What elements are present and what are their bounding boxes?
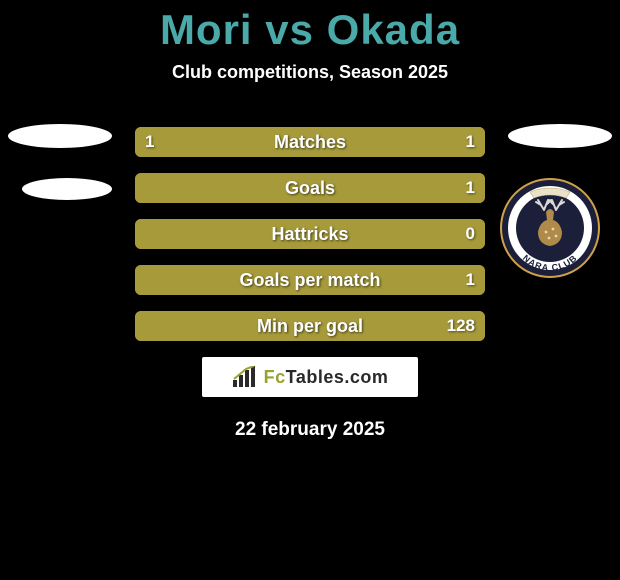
stat-fill-right <box>135 219 485 249</box>
stat-row: 11Matches <box>135 127 485 157</box>
stat-row: 0Hattricks <box>135 219 485 249</box>
stat-row: 128Min per goal <box>135 311 485 341</box>
stat-fill-right <box>135 173 485 203</box>
stat-fill-right <box>135 265 485 295</box>
bars-icon <box>232 366 258 388</box>
ellipse-shape <box>22 178 112 200</box>
club-crest: NARA CLUB <box>500 178 600 278</box>
stat-row: 1Goals per match <box>135 265 485 295</box>
brand-suffix: .com <box>344 367 388 387</box>
brand-a: Fc <box>264 367 286 387</box>
ellipse-shape <box>8 124 112 148</box>
stat-row: 1Goals <box>135 173 485 203</box>
player-right-placeholder <box>508 124 612 148</box>
brand-text: FcTables.com <box>264 367 389 388</box>
date-text: 22 february 2025 <box>0 419 620 441</box>
stat-fill-right <box>310 127 485 157</box>
title-right: Okada <box>327 6 460 53</box>
ellipse-shape <box>508 124 612 148</box>
brand-b: Tables <box>286 367 345 387</box>
player-left-placeholder <box>8 124 112 200</box>
page-title: Mori vs Okada <box>0 0 620 54</box>
title-separator: vs <box>265 6 314 53</box>
title-left: Mori <box>160 6 253 53</box>
subtitle: Club competitions, Season 2025 <box>0 62 620 83</box>
stat-fill-left <box>135 127 310 157</box>
brand-badge: FcTables.com <box>202 357 418 397</box>
stats-container: 11Matches 1Goals 0Hattricks 1Goals per matc… <box>135 127 485 341</box>
crest-svg: NARA CLUB <box>500 178 600 278</box>
stat-fill-right <box>135 311 485 341</box>
